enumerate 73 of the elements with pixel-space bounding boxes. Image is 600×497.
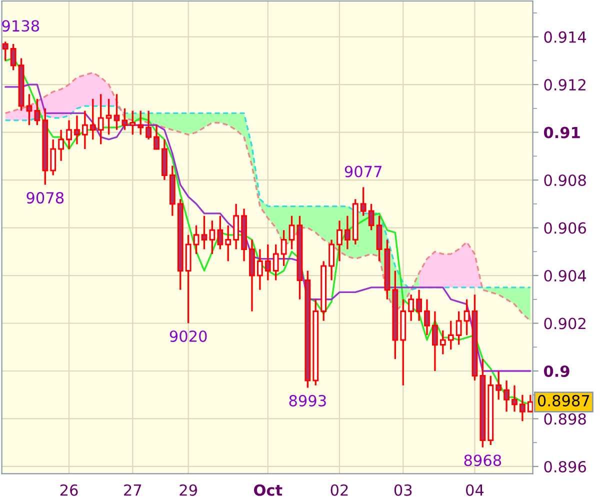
- candlestick: [456, 310, 462, 346]
- candlestick: [98, 93, 104, 146]
- candlestick: [256, 248, 263, 291]
- candlestick: [512, 384, 518, 412]
- candlestick: [138, 110, 144, 136]
- candlestick: [520, 394, 526, 422]
- candlestick: [130, 110, 136, 136]
- y-tick-label: 0.914: [544, 31, 586, 43]
- candlestick: [154, 124, 160, 150]
- candlestick: [10, 43, 16, 72]
- y-tick-label: 0.904: [544, 270, 586, 282]
- candlestick: [496, 370, 502, 400]
- candlestick: [360, 186, 366, 217]
- y-tick-label: 0.902: [544, 318, 586, 330]
- candlestick: [217, 215, 224, 250]
- y-tick-label: 0.896: [544, 460, 586, 472]
- y-tick-label: 0.912: [544, 79, 586, 91]
- candlestick: [2, 40, 8, 62]
- candlestick: [376, 215, 382, 262]
- candlestick: [336, 220, 342, 262]
- candlestick: [201, 215, 208, 250]
- candlestick: [416, 289, 422, 322]
- candlestick: [26, 93, 32, 126]
- candlestick: [106, 98, 112, 136]
- x-tick-label: 26: [60, 484, 78, 496]
- candlestick: [408, 294, 414, 322]
- x-tick-label: 03: [394, 484, 412, 496]
- candlestick: [464, 298, 470, 336]
- y-tick-label: 0.898: [544, 413, 586, 425]
- candlestick: [90, 98, 96, 140]
- annotation: 9138: [2, 20, 40, 32]
- candlestick: [424, 298, 430, 336]
- candlestick: [34, 98, 40, 126]
- line-series: [4, 105, 532, 291]
- y-tick-label: 0.908: [544, 174, 586, 186]
- x-tick-label: 27: [124, 484, 142, 496]
- candlestick: [58, 129, 64, 162]
- candlestick: [146, 110, 152, 140]
- candlestick: [440, 330, 446, 356]
- candlestick: [328, 238, 334, 282]
- candlestick: [114, 93, 120, 131]
- annotation: 9077: [344, 166, 382, 178]
- annotation: 9078: [26, 192, 64, 204]
- candlestick: [122, 108, 128, 131]
- candlestick: [66, 120, 72, 150]
- candlestick: [50, 138, 56, 176]
- candlestick: [504, 380, 510, 412]
- candlestick: [233, 203, 240, 250]
- x-tick-label: 04: [466, 484, 484, 496]
- annotation: 9020: [170, 330, 207, 342]
- x-tick-label: 29: [180, 484, 197, 496]
- y-tick-label: 0.9: [544, 365, 570, 378]
- annotation: 8993: [289, 394, 326, 406]
- candlestick: [74, 114, 80, 146]
- y-tick-label: 0.906: [544, 222, 586, 234]
- candlestick: [225, 224, 232, 262]
- candlestick: [193, 224, 200, 255]
- y-tick-label: 0.91: [544, 126, 580, 138]
- candlestick: [344, 215, 350, 250]
- candlestick: [448, 320, 454, 350]
- annotation: 8968: [464, 454, 502, 466]
- candlestick: [288, 215, 295, 250]
- candlestick: [272, 244, 279, 282]
- x-tick-label: 02: [330, 484, 348, 496]
- candlestick: [432, 310, 438, 372]
- text: 0.8987: [538, 394, 590, 406]
- candlestick: [209, 220, 216, 255]
- candlestick: [264, 244, 271, 282]
- line-series: [4, 84, 532, 372]
- candlestick: [368, 203, 374, 231]
- candlestick: [82, 110, 88, 150]
- candlestick: [280, 229, 287, 267]
- x-tick-label: Oct: [254, 484, 282, 496]
